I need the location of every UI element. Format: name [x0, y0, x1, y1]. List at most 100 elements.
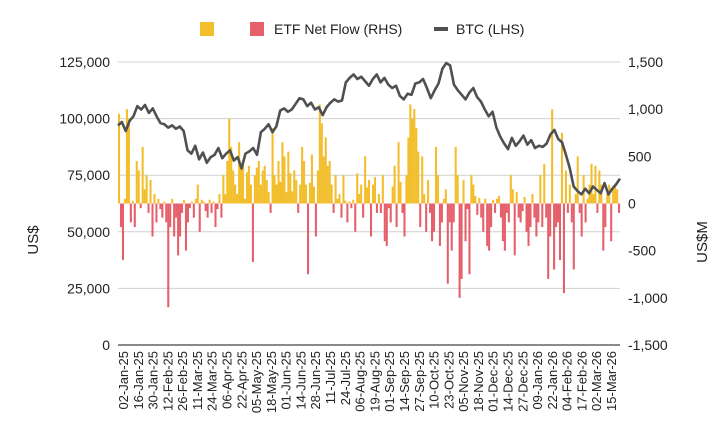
outflow-bar — [480, 203, 483, 218]
inflow-bar — [283, 156, 286, 204]
outflow-bar — [545, 203, 548, 218]
outflow-bar — [139, 203, 142, 209]
outflow-bar — [486, 203, 489, 246]
outflow-bar — [354, 203, 357, 232]
inflow-bar — [273, 175, 276, 204]
y-right-tick-label: 500 — [628, 148, 652, 164]
x-tick-label: 06-Apr-25 — [220, 351, 235, 409]
legend-swatch-inflow — [200, 22, 214, 36]
inflow-bar — [308, 182, 312, 204]
outflow-bar — [188, 203, 191, 209]
y-left-tick-label: 100,000 — [59, 111, 110, 127]
x-tick-label: 14-Sep-25 — [397, 351, 412, 412]
inflow-bar — [182, 199, 186, 204]
inflow-bar — [381, 175, 384, 204]
x-tick-label: 05-May-25 — [249, 351, 264, 413]
outflow-bar — [549, 203, 552, 237]
inflow-bar — [224, 194, 227, 204]
inflow-bar — [509, 175, 512, 204]
inflow-bar — [277, 161, 280, 204]
inflow-bar — [568, 184, 571, 204]
inflow-bar — [543, 163, 546, 204]
inflow-bar — [574, 194, 577, 204]
outflow-bar — [460, 203, 463, 279]
inflow-bar — [131, 200, 134, 204]
inflow-bar — [318, 104, 321, 204]
y-left-tick-label: 125,000 — [59, 54, 110, 70]
inflow-bar — [409, 104, 412, 204]
inflow-bar — [322, 156, 325, 204]
outflow-bar — [501, 203, 504, 242]
outflow-bar — [553, 203, 556, 270]
inflow-bar — [511, 189, 514, 204]
inflow-bar — [194, 198, 197, 204]
y-right-tick-label: 0 — [628, 196, 636, 212]
inflow-bar — [366, 187, 369, 204]
outflow-bar — [557, 203, 560, 223]
outflow-bar — [432, 203, 436, 232]
outflow-bar — [350, 203, 353, 209]
outflow-bar — [332, 203, 335, 213]
inflow-bar — [407, 137, 410, 204]
outflow-bar — [184, 203, 187, 251]
outflow-bar — [297, 203, 300, 213]
inflow-bar — [358, 194, 361, 204]
outflow-bar — [401, 203, 404, 213]
inflow-bar — [462, 179, 465, 204]
outflow-bar — [155, 203, 158, 223]
inflow-bar — [397, 142, 400, 204]
inflow-bar — [373, 177, 376, 204]
outflow-bar — [306, 203, 310, 275]
legend: ETF Net Flow (RHS) BTC (LHS) — [200, 21, 524, 37]
outflow-bar — [440, 203, 443, 223]
x-tick-label: 12-Feb-25 — [160, 351, 175, 411]
inflow-bar — [257, 161, 260, 204]
outflow-bar — [521, 203, 524, 212]
x-tick-label: 02-Mar-26 — [589, 351, 604, 411]
inflow-bar — [484, 198, 487, 204]
inflow-bar — [348, 201, 351, 204]
inflow-bar — [301, 146, 304, 204]
x-tick-label: 18-May-25 — [264, 351, 279, 413]
x-tick-label: 16-Jan-25 — [131, 351, 146, 410]
inflow-bar — [218, 194, 221, 204]
inflow-bar — [267, 192, 270, 204]
inflow-bar — [324, 137, 327, 204]
inflow-bar — [515, 192, 518, 204]
outflow-bar — [167, 203, 170, 308]
outflow-bar — [535, 203, 538, 237]
outflow-bar — [362, 203, 365, 218]
outflow-bar — [251, 203, 254, 262]
inflow-bar — [352, 199, 355, 204]
outflow-bar — [133, 203, 136, 228]
legend-swatch-btc — [434, 27, 448, 31]
outflow-bar — [161, 203, 164, 218]
inflow-bar — [334, 175, 337, 204]
inflow-bar — [478, 197, 481, 204]
inflow-bar — [342, 175, 345, 204]
inflow-bar — [312, 186, 315, 204]
x-tick-label: 27-Dec-25 — [515, 351, 530, 412]
x-tick-label: 11-Mar-25 — [190, 351, 205, 410]
outflow-bar — [452, 203, 455, 223]
inflow-bar — [295, 179, 298, 204]
inflow-bar — [421, 156, 424, 204]
x-tick-label: 28-Jun-25 — [308, 351, 323, 410]
inflow-bar — [616, 189, 619, 204]
inflow-bar — [236, 194, 239, 204]
outflow-bar — [369, 203, 373, 237]
inflow-bar — [157, 198, 160, 204]
inflow-bar — [598, 170, 601, 204]
x-tick-label: 06-Aug-25 — [353, 351, 368, 412]
outflow-bar — [121, 203, 125, 261]
y-left-tick-label: 25,000 — [67, 280, 110, 296]
x-tick-label: 14-Jun-25 — [293, 351, 308, 410]
inflow-bar — [456, 175, 459, 204]
inflow-bar — [212, 201, 215, 204]
inflow-bar — [141, 146, 144, 204]
inflow-bar — [371, 184, 375, 204]
inflow-bar — [576, 156, 579, 204]
x-tick-label: 26-Feb-25 — [175, 351, 190, 411]
flow-bars — [118, 104, 621, 308]
inflow-bar — [127, 118, 130, 204]
